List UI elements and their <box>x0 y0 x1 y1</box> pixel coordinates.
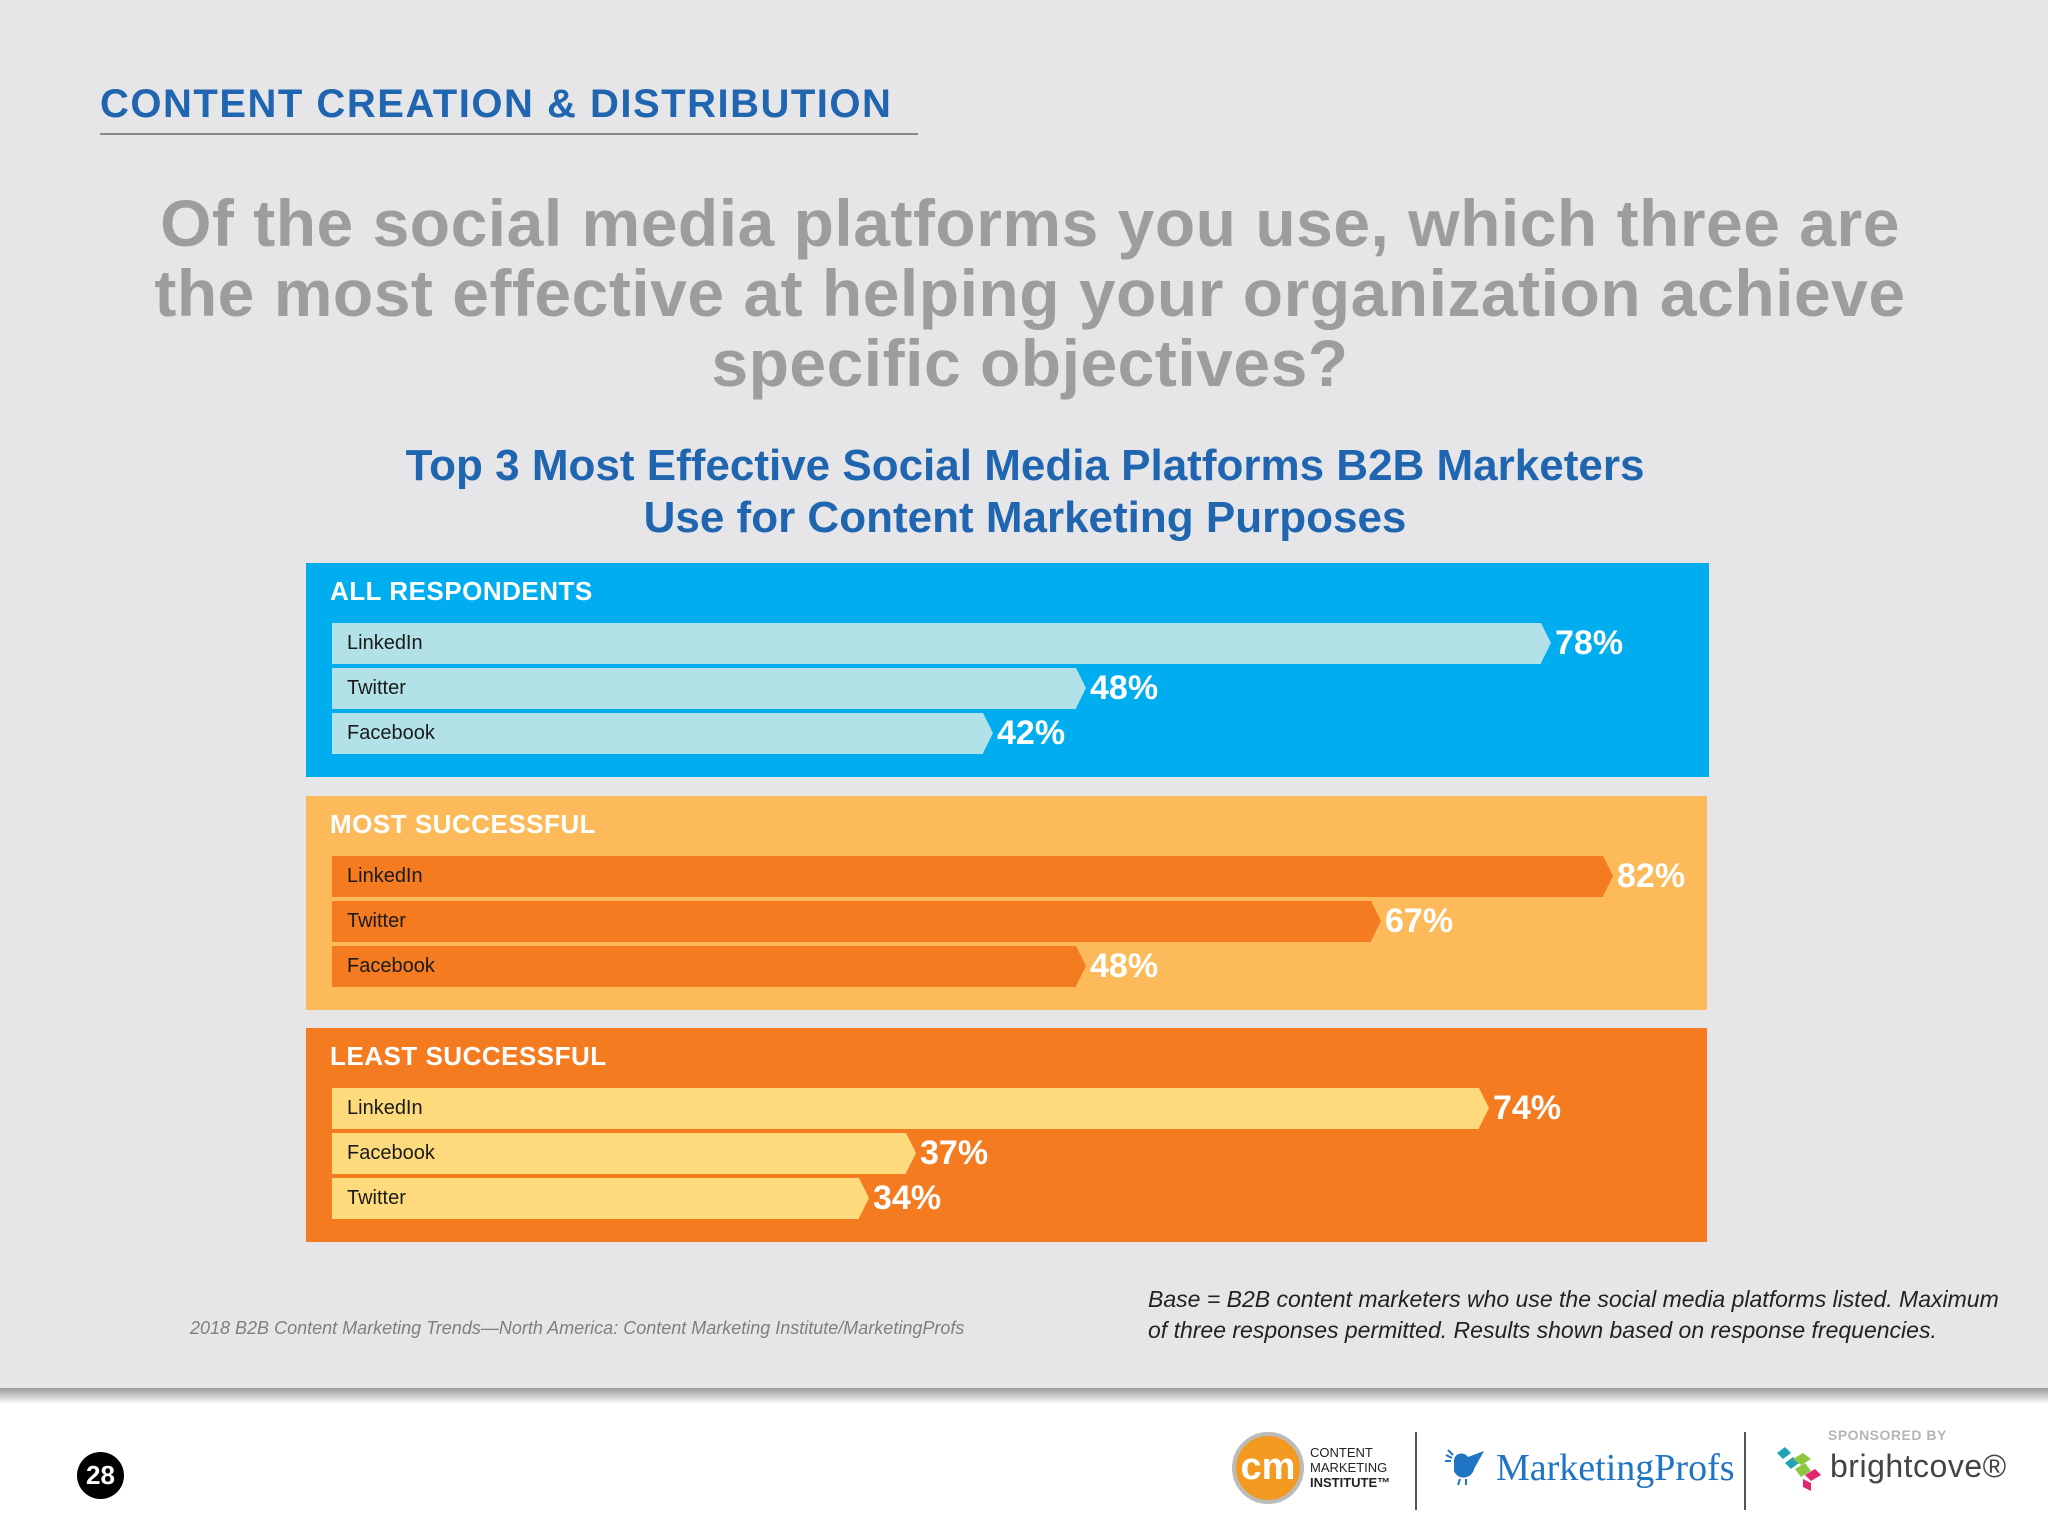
bar-value: 37% <box>920 1134 989 1172</box>
bar-label: Twitter <box>347 1187 406 1209</box>
logo-divider <box>1415 1432 1417 1510</box>
page-number-badge: 28 <box>77 1452 124 1499</box>
bar: LinkedIn <box>332 1088 1489 1129</box>
bar-label: LinkedIn <box>347 865 423 887</box>
footer-shadow <box>0 1388 2048 1404</box>
bar: Facebook <box>332 1133 916 1174</box>
marketingprofs-logo-text: MarketingProfs <box>1496 1447 1735 1489</box>
bar: Facebook <box>332 946 1086 987</box>
marketingprofs-bird-icon <box>1445 1449 1484 1486</box>
bar: Facebook <box>332 713 993 754</box>
bar: Twitter <box>332 1178 869 1219</box>
bar-label: Facebook <box>347 1142 435 1164</box>
section-title: CONTENT CREATION & DISTRIBUTION <box>100 82 893 126</box>
chart-title-line2: Use for Content Marketing Purposes <box>643 493 1407 542</box>
cmi-line3: INSTITUTE™ <box>1310 1475 1391 1490</box>
brightcove-cubes-icon <box>1777 1447 1821 1491</box>
bar-value: 42% <box>997 714 1066 752</box>
logo-divider <box>1744 1432 1746 1510</box>
bar-value: 48% <box>1090 947 1159 985</box>
panel-all-respondents: ALL RESPONDENTS LinkedIn 78% Twitter 48% Fac… <box>306 563 1709 777</box>
bar: Twitter <box>332 668 1086 709</box>
source-citation: 2018 B2B Content Marketing Trends—North … <box>190 1318 965 1338</box>
bar-label: LinkedIn <box>347 1097 423 1119</box>
bar-value: 78% <box>1555 624 1624 662</box>
section-rule <box>100 133 918 135</box>
bar-value: 48% <box>1090 669 1159 707</box>
chart-title-line1: Top 3 Most Effective Social Media Platfo… <box>405 441 1645 490</box>
bar-label: Facebook <box>347 955 435 977</box>
base-note: Base = B2B content marketers who use the… <box>1148 1286 1999 1343</box>
bar: LinkedIn <box>332 623 1551 664</box>
panel-most-successful: MOST SUCCESSFUL LinkedIn 82% Twitter 67% Fac… <box>306 796 1707 1010</box>
cmi-line1: CONTENT <box>1310 1445 1373 1460</box>
bar-value: 74% <box>1493 1089 1562 1127</box>
bar-label: LinkedIn <box>347 632 423 654</box>
survey-question: Of the social media platforms you use, w… <box>154 186 1906 400</box>
cmi-logo-icon: cm <box>1232 1432 1304 1504</box>
panel-label: MOST SUCCESSFUL <box>330 809 597 839</box>
cmi-logo-text: CONTENT MARKETING INSTITUTE™ <box>1310 1445 1390 1490</box>
bar: Twitter <box>332 901 1381 942</box>
footer-bar <box>0 1388 2048 1536</box>
bar-label: Twitter <box>347 910 406 932</box>
bar-value: 67% <box>1385 902 1454 940</box>
brightcove-logo-text: brightcove® <box>1830 1448 2007 1484</box>
sponsored-by-label: SPONSORED BY <box>1828 1427 1947 1443</box>
bar-value: 34% <box>873 1179 942 1217</box>
cmi-line2: MARKETING <box>1310 1460 1388 1475</box>
panel-least-successful: LEAST SUCCESSFUL LinkedIn 74% Facebook 37% T… <box>306 1028 1707 1242</box>
bar: LinkedIn <box>332 856 1613 897</box>
bar-label: Twitter <box>347 677 406 699</box>
panel-label: LEAST SUCCESSFUL <box>330 1041 607 1071</box>
chart-title: Top 3 Most Effective Social Media Platfo… <box>250 440 1800 544</box>
bar-label: Facebook <box>347 722 435 744</box>
bar-value: 82% <box>1617 857 1686 895</box>
panel-label: ALL RESPONDENTS <box>330 576 593 606</box>
